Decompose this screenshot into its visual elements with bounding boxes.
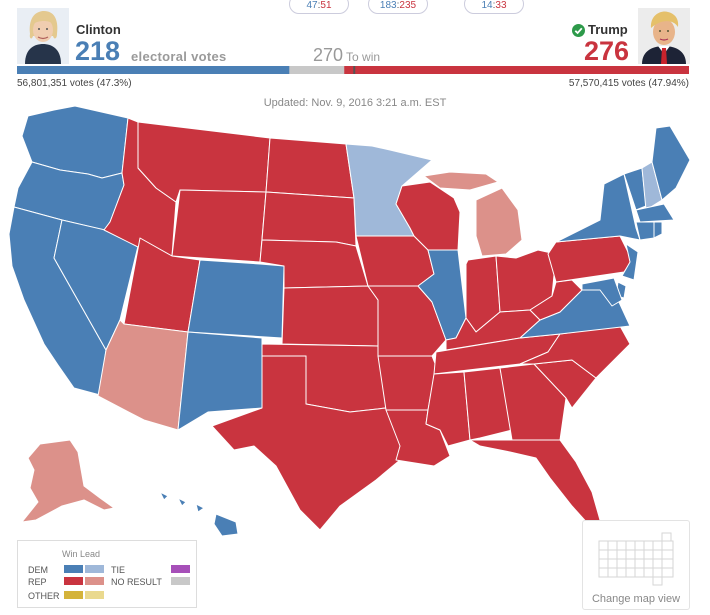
pill-dem-count: 47: [306, 0, 318, 11]
state-ny[interactable]: [555, 173, 641, 243]
state-fl[interactable]: [469, 439, 601, 527]
legend-dem-win-swatch: [64, 565, 83, 573]
legend-rep-label: REP: [28, 577, 47, 587]
state-nm[interactable]: [177, 331, 263, 431]
state-pa[interactable]: [547, 235, 633, 283]
state-tx[interactable]: [211, 355, 405, 531]
state-nj[interactable]: [621, 243, 639, 281]
legend-title: Win Lead: [62, 549, 101, 559]
state-wy[interactable]: [171, 189, 267, 263]
electoral-vote-bar: [17, 66, 689, 74]
house-pill[interactable]: 183:235: [368, 0, 428, 14]
legend-other-win-swatch: [64, 591, 83, 599]
trump-avatar: [638, 8, 690, 64]
to-win-tick: [353, 66, 356, 74]
winner-check-icon: [572, 24, 585, 37]
pill-dem-count: 14: [481, 0, 493, 11]
rep-segment: [344, 66, 689, 74]
change-map-view-button[interactable]: Change map view: [582, 520, 690, 610]
to-win-label: To win: [346, 50, 381, 64]
trump-popular-vote: 57,570,415 votes (47.94%): [568, 78, 689, 89]
governor-pill[interactable]: 14:33: [464, 0, 524, 14]
legend-tie-swatch: [171, 565, 190, 573]
updated-timestamp: Updated: Nov. 9, 2016 3:21 a.m. EST: [263, 97, 447, 109]
clinton-electoral-votes: 218: [75, 36, 121, 66]
pill-rep-count: 51: [320, 0, 332, 11]
state-ga[interactable]: [499, 363, 567, 441]
pill-dem-count: 183: [379, 0, 397, 11]
dem-segment: [17, 66, 290, 74]
electoral-votes-label: electoral votes: [131, 49, 227, 64]
state-nc[interactable]: [519, 325, 631, 379]
trump-electoral-votes: 276: [584, 36, 630, 66]
cartogram-grid-icon: [598, 532, 674, 586]
legend-rep-lead-swatch: [85, 577, 104, 585]
state-mi[interactable]: [423, 171, 523, 257]
state-ar[interactable]: [377, 355, 437, 411]
change-map-view-label: Change map view: [591, 593, 681, 605]
state-nd[interactable]: [265, 137, 355, 199]
state-ak[interactable]: [21, 439, 115, 523]
legend-rep-win-swatch: [64, 577, 83, 585]
trump-name: Trump: [588, 22, 628, 37]
legend-no-result-label: NO RESULT: [111, 577, 162, 587]
to-win-marker: 270 To win: [313, 45, 380, 66]
legend-tie-label: TIE: [111, 565, 126, 575]
state-ma[interactable]: [635, 203, 675, 223]
legend-dem-lead-swatch: [85, 565, 104, 573]
legend-other-label: OTHER: [28, 591, 60, 601]
clinton-name: Clinton: [76, 22, 121, 37]
state-co[interactable]: [187, 259, 285, 339]
state-me[interactable]: [651, 125, 691, 201]
clinton-popular-vote: 56,801,351 votes (47.3%): [17, 78, 132, 89]
state-md[interactable]: [581, 277, 623, 307]
state-sd[interactable]: [261, 191, 357, 247]
legend-no-result-swatch: [171, 577, 190, 585]
senate-pill[interactable]: 47:51: [289, 0, 349, 14]
clinton-avatar: [17, 8, 69, 64]
legend-other-lead-swatch: [85, 591, 104, 599]
pill-rep-count: 33: [495, 0, 507, 11]
state-ks[interactable]: [281, 285, 379, 347]
state-hi[interactable]: [159, 491, 239, 537]
state-al[interactable]: [463, 367, 513, 441]
map-legend: Win Lead DEM REP OTHER TIE NO RESULT: [17, 540, 197, 608]
legend-dem-label: DEM: [28, 565, 48, 575]
state-ri[interactable]: [653, 221, 663, 239]
to-win-number: 270: [313, 45, 344, 65]
pill-rep-count: 235: [399, 0, 417, 11]
